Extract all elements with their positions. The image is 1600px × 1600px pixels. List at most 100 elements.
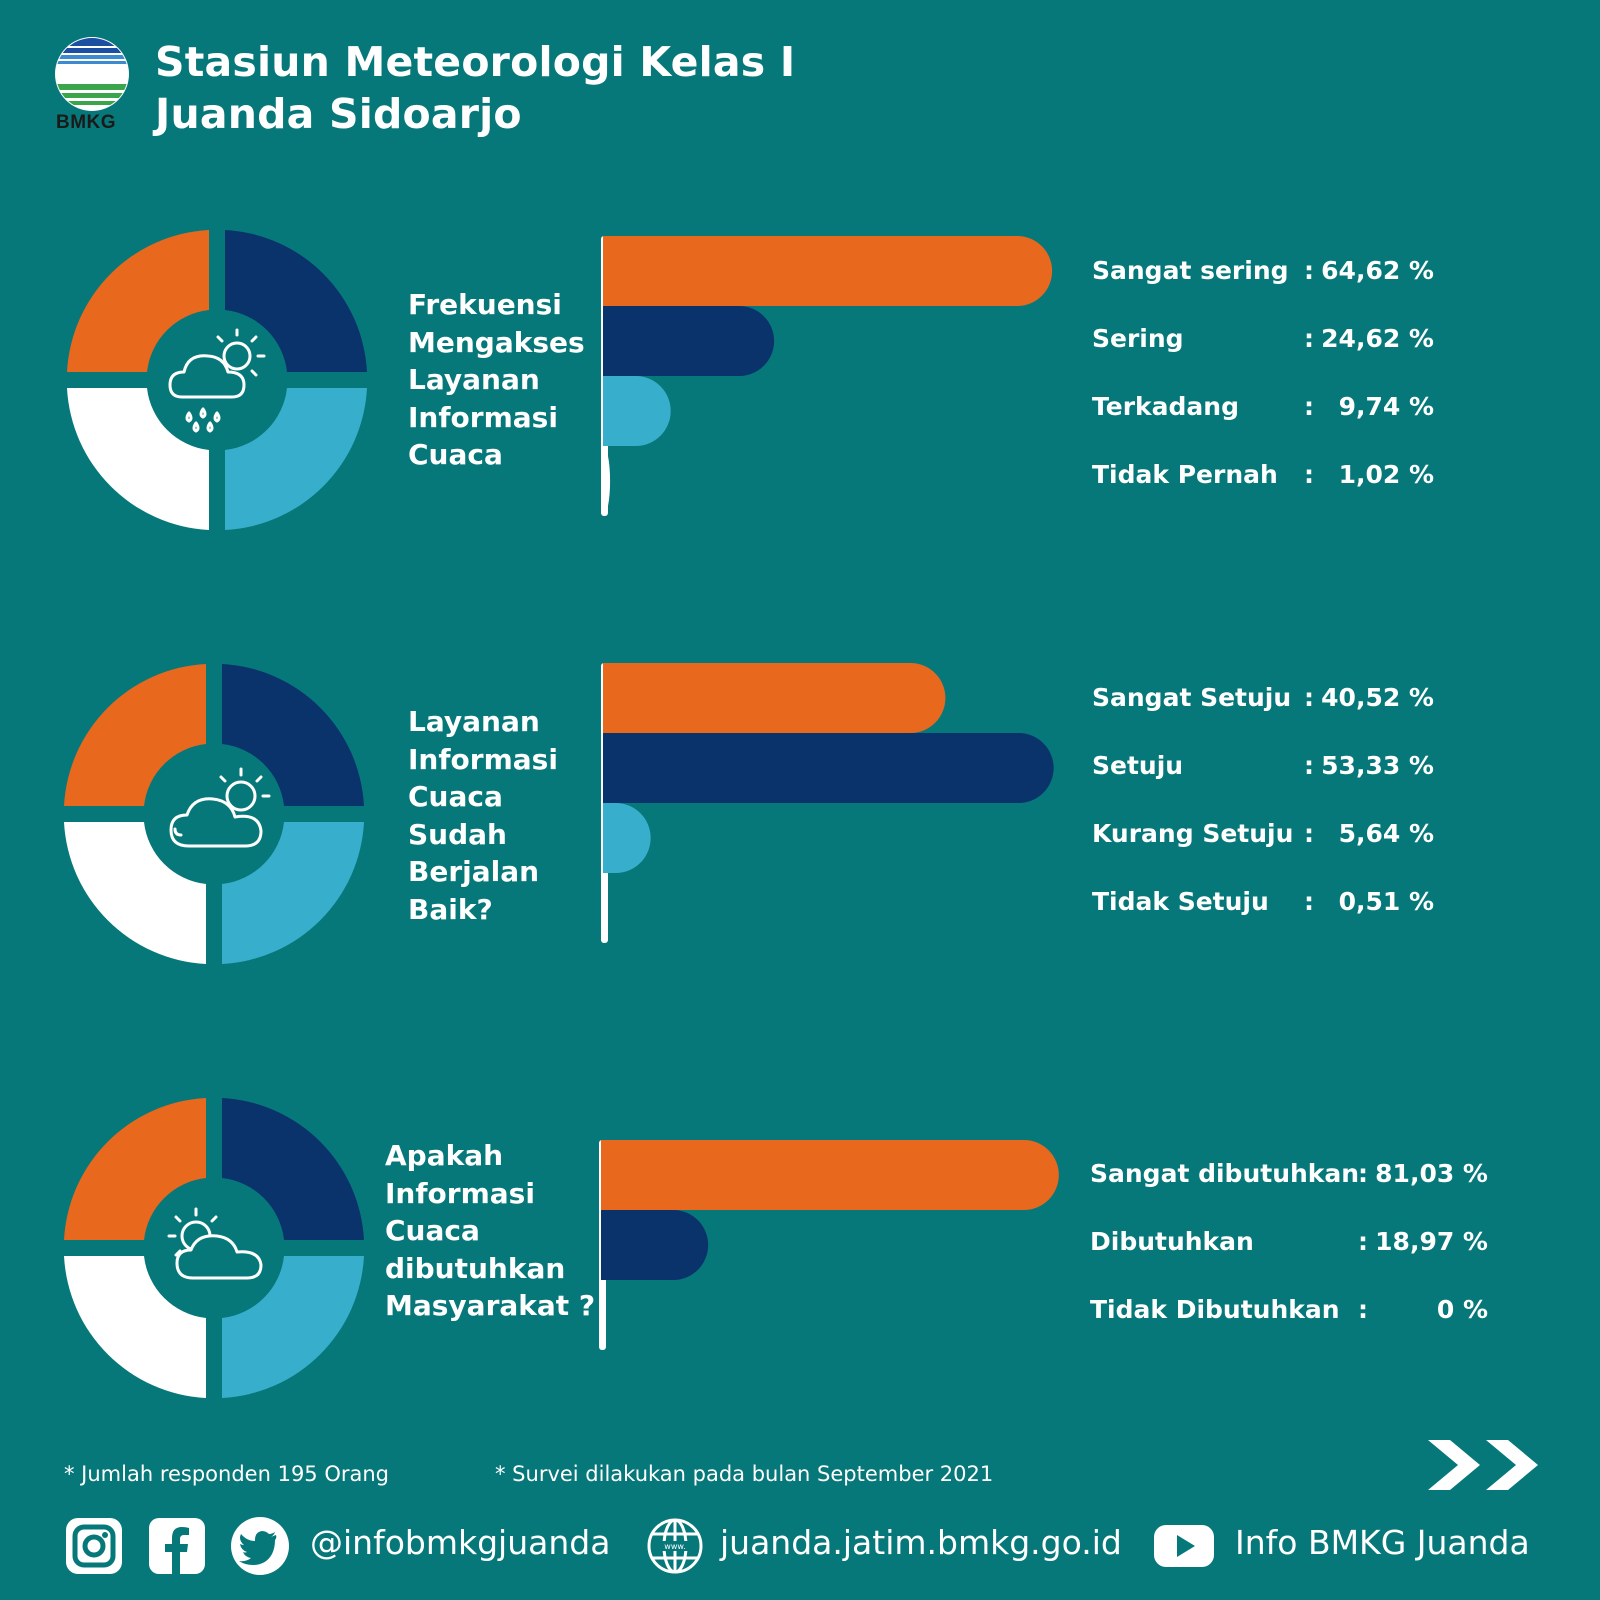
- legend-label: Kurang Setuju: [1092, 819, 1294, 848]
- legend-label: Dibutuhkan: [1090, 1227, 1254, 1256]
- twitter-icon[interactable]: [230, 1516, 290, 1576]
- legend-value: 18,97 %: [1375, 1227, 1488, 1256]
- legend-row: Setuju:53,33 %: [1092, 751, 1434, 791]
- legend-colon: :: [1304, 392, 1314, 421]
- legend-row: Sangat Setuju:40,52 %: [1092, 683, 1434, 723]
- bar-3-1: [601, 1140, 1059, 1210]
- bar-2-2: [603, 733, 1054, 803]
- note-respondents: * Jumlah responden 195 Orang: [64, 1462, 390, 1486]
- bar-chart-2: [601, 663, 1054, 943]
- legend-value: 5,64 %: [1338, 819, 1434, 848]
- bar-1-1: [603, 236, 1053, 306]
- cloud-sun-icon: [169, 767, 271, 848]
- legend-colon: :: [1304, 751, 1314, 780]
- footer-handle[interactable]: @infobmkgjuanda: [310, 1523, 611, 1562]
- question-2-line: Berjalan: [408, 855, 540, 888]
- donut-2-navy: [222, 664, 364, 806]
- question-1-line: Cuaca: [408, 438, 503, 471]
- legend-value: 81,03 %: [1375, 1159, 1488, 1188]
- question-2-line: Layanan: [408, 705, 540, 738]
- legend-row: Tidak Setuju:0,51 %: [1092, 887, 1434, 927]
- footer-youtube[interactable]: Info BMKG Juanda: [1235, 1523, 1530, 1562]
- legend-row: Kurang Setuju:5,64 %: [1092, 819, 1434, 859]
- page-title: Stasiun Meteorologi Kelas I Juanda Sidoa…: [155, 36, 795, 140]
- legend-colon: :: [1358, 1159, 1368, 1188]
- legend-value: 40,52 %: [1321, 683, 1434, 712]
- bar-1-4: [603, 446, 611, 516]
- legend-label: Terkadang: [1092, 392, 1239, 421]
- legend-row: Tidak Pernah:1,02 %: [1092, 460, 1434, 500]
- legend-label: Sangat dibutuhkan: [1090, 1159, 1360, 1188]
- legend-value: 53,33 %: [1321, 751, 1434, 780]
- bmkg-logo: BMKG: [52, 36, 132, 136]
- bar-1-2: [603, 306, 775, 376]
- cloud-rain-sun-icon: [168, 328, 266, 433]
- legend-row: Sering:24,62 %: [1092, 324, 1434, 364]
- bar-chart-1: [601, 236, 1053, 516]
- page-title-line1: Stasiun Meteorologi Kelas I: [155, 38, 796, 86]
- facebook-icon[interactable]: [147, 1516, 207, 1576]
- question-2-line: Baik?: [408, 892, 493, 926]
- donut-1-orange: [67, 230, 209, 372]
- donut-2-lightblue: [222, 822, 364, 964]
- donut-2: [64, 664, 364, 964]
- question-1-line: Frekuensi: [408, 288, 562, 321]
- question-1-line: Mengakses: [408, 325, 585, 359]
- bar-2-3: [603, 803, 651, 873]
- donut-3-navy: [222, 1098, 364, 1240]
- legend-label: Tidak Setuju: [1092, 887, 1269, 916]
- sun-cloud-icon: [167, 1207, 263, 1280]
- bar-3-2: [601, 1210, 709, 1280]
- donut-1-navy: [225, 230, 367, 372]
- youtube-icon[interactable]: [1153, 1516, 1215, 1576]
- legend-label: Setuju: [1092, 751, 1184, 780]
- legend-colon: :: [1358, 1295, 1368, 1324]
- question-3-line: Masyarakat ?: [385, 1289, 596, 1322]
- donut-2-orange: [64, 664, 206, 806]
- donut-2-white: [64, 822, 206, 964]
- instagram-icon[interactable]: [64, 1516, 124, 1576]
- bar-1-3: [603, 376, 671, 446]
- double-chevron-right-icon[interactable]: [1428, 1440, 1550, 1490]
- donut-3-lightblue: [222, 1256, 364, 1398]
- donut-3-white: [64, 1256, 206, 1398]
- svg-text:www.: www.: [664, 1542, 685, 1551]
- legend-label: Sangat Setuju: [1092, 683, 1292, 712]
- question-2: Layanan Informasi Cuaca Sudah Berjalan B…: [408, 703, 608, 928]
- legend-label: Tidak Dibutuhkan: [1090, 1295, 1340, 1324]
- legend-colon: :: [1304, 887, 1314, 916]
- legend-colon: :: [1304, 819, 1314, 848]
- logo-text: BMKG: [56, 112, 117, 133]
- legend-label: Sering: [1092, 324, 1184, 353]
- legend-colon: :: [1304, 683, 1314, 712]
- donut-1-white: [67, 388, 209, 530]
- question-1: Frekuensi Mengakses Layanan Informasi Cu…: [408, 286, 608, 474]
- legend-value: 64,62 %: [1321, 256, 1434, 285]
- bmkg-logo-emblem: [55, 37, 129, 111]
- bar-chart-3: [599, 1140, 1059, 1350]
- question-3-line: Cuaca: [385, 1214, 480, 1247]
- bar-2-4: [603, 873, 608, 943]
- donut-3: [64, 1098, 364, 1398]
- donut-3-orange: [64, 1098, 206, 1240]
- footer-website[interactable]: juanda.jatim.bmkg.go.id: [720, 1523, 1122, 1562]
- question-3-line: Apakah: [385, 1139, 504, 1172]
- question-2-line: Cuaca: [408, 780, 503, 813]
- question-3-line: dibutuhkan: [385, 1251, 566, 1285]
- legend-row: Dibutuhkan:18,97 %: [1090, 1227, 1488, 1267]
- legend-colon: :: [1304, 256, 1314, 285]
- question-1-line: Layanan: [408, 363, 540, 396]
- question-1-line: Informasi: [408, 400, 558, 434]
- legend-colon: :: [1304, 324, 1314, 353]
- legend-row: Sangat sering:64,62 %: [1092, 256, 1434, 296]
- legend-colon: :: [1358, 1227, 1368, 1256]
- page-title-line2: Juanda Sidoarjo: [155, 90, 522, 138]
- question-3-line: Informasi: [385, 1176, 535, 1210]
- question-2-line: Sudah: [408, 817, 507, 851]
- legend-label: Sangat sering: [1092, 256, 1289, 285]
- globe-icon: www.: [647, 1518, 703, 1574]
- legend-colon: :: [1304, 460, 1314, 489]
- legend-row: Sangat dibutuhkan:81,03 %: [1090, 1159, 1488, 1199]
- legend-row: Tidak Dibutuhkan: 0 %: [1090, 1295, 1488, 1335]
- note-survey-date: * Survei dilakukan pada bulan September …: [495, 1462, 994, 1486]
